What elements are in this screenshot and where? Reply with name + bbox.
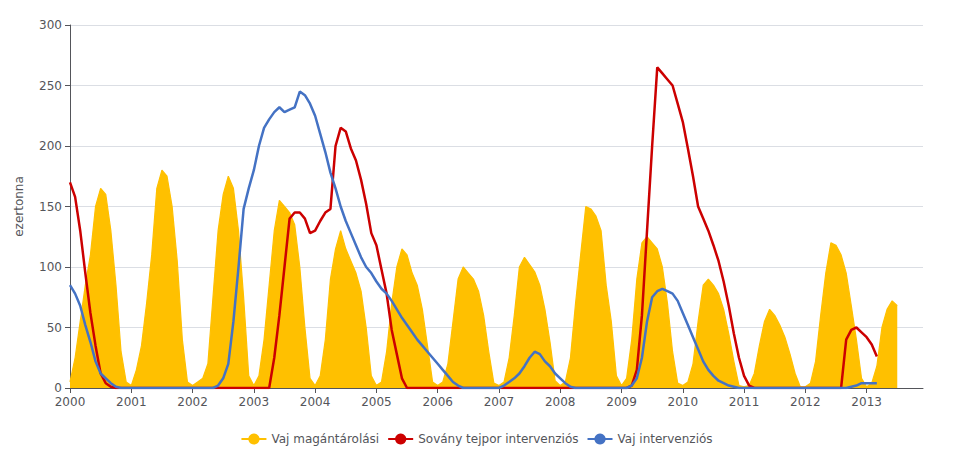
svg-text:2003: 2003 [239, 395, 270, 409]
svg-text:2007: 2007 [484, 395, 515, 409]
svg-text:50: 50 [47, 321, 62, 335]
svg-text:200: 200 [39, 139, 62, 153]
svg-text:ezertonna: ezertonna [12, 176, 26, 237]
svg-text:2009: 2009 [606, 395, 637, 409]
svg-text:2008: 2008 [545, 395, 576, 409]
svg-text:0: 0 [54, 381, 62, 395]
svg-text:2001: 2001 [116, 395, 147, 409]
svg-text:2002: 2002 [177, 395, 208, 409]
svg-text:Vaj magántárolási: Vaj magántárolási [271, 432, 379, 446]
svg-text:2012: 2012 [790, 395, 821, 409]
svg-text:2000: 2000 [55, 395, 86, 409]
svg-text:250: 250 [39, 79, 62, 93]
svg-text:Vaj intervenziós: Vaj intervenziós [618, 432, 713, 446]
svg-text:100: 100 [39, 260, 62, 274]
svg-text:2011: 2011 [729, 395, 760, 409]
svg-text:300: 300 [39, 18, 62, 32]
svg-text:2010: 2010 [668, 395, 699, 409]
svg-text:150: 150 [39, 200, 62, 214]
svg-text:2004: 2004 [300, 395, 331, 409]
svg-text:2005: 2005 [361, 395, 392, 409]
svg-text:2013: 2013 [851, 395, 882, 409]
svg-text:Sovány tejpor intervenziós: Sovány tejpor intervenziós [418, 432, 578, 446]
svg-text:2006: 2006 [422, 395, 453, 409]
